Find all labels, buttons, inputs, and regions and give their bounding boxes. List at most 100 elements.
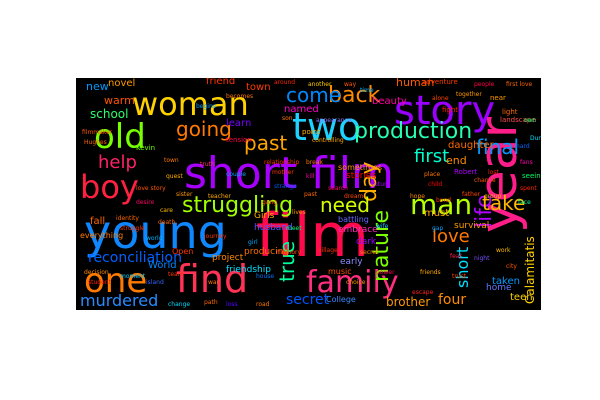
cloud-word: change [168, 301, 190, 308]
cloud-word: mother [272, 169, 294, 176]
cloud-word: boy [80, 168, 139, 206]
cloud-word: World [148, 260, 177, 271]
cloud-word: strange [274, 183, 297, 190]
cloud-word: appearance [316, 117, 352, 124]
cloud-word: memory [276, 249, 302, 256]
cloud-word: seeing [522, 172, 541, 180]
cloud-word: school [90, 107, 128, 121]
cloud-word: daughter [448, 140, 495, 151]
cloud-word: embrace [338, 225, 378, 235]
cloud-word: town [246, 82, 271, 93]
cloud-word: team [168, 271, 184, 278]
cloud-word: come [286, 83, 341, 107]
cloud-word: friends [420, 269, 441, 276]
cloud-word: lives [292, 209, 306, 216]
cloud-word: end [446, 154, 467, 167]
cloud-word: producing [244, 247, 289, 257]
cloud-word: future [372, 181, 390, 188]
cloud-word: around [274, 79, 295, 86]
cloud-word: four [438, 292, 466, 308]
cloud-word: place [424, 171, 440, 178]
cloud-word: tension [226, 136, 252, 144]
word-cloud-panel: short film film young story two woman year find… [76, 78, 541, 310]
cloud-word: first [414, 146, 449, 167]
cloud-word: time [360, 87, 374, 94]
cloud-word: care [160, 207, 173, 214]
cloud-word: Kevin [136, 144, 155, 152]
cloud-word: father [462, 191, 481, 198]
cloud-word: named [284, 104, 319, 115]
cloud-word: true [275, 241, 299, 282]
cloud-word: Dune [530, 135, 541, 142]
cloud-word: film [256, 201, 369, 271]
cloud-word: identity [116, 215, 139, 222]
cloud-word: gap [432, 225, 443, 232]
cloud-word: controlling [312, 137, 344, 144]
cloud-word: old [94, 117, 146, 157]
cloud-word: death [158, 219, 176, 226]
cloud-word: find [176, 257, 248, 301]
cloud-word: girl [248, 239, 258, 246]
cloud-word: woman [132, 85, 249, 123]
cloud-word: Open [172, 247, 193, 256]
cloud-word: taken [492, 276, 520, 287]
cloud-word: secret [360, 249, 379, 256]
cloud-word: relationship [264, 159, 299, 166]
cloud-word: fight [442, 106, 458, 114]
cloud-word: teacher [208, 193, 232, 200]
cloud-word: short film [184, 148, 394, 199]
cloud-word: help [98, 152, 137, 173]
cloud-word: fall [90, 216, 105, 227]
cloud-word: new [86, 80, 109, 93]
cloud-word: face [518, 199, 531, 206]
cloud-word: husband [254, 223, 293, 233]
cloud-word: chance [474, 177, 496, 184]
cloud-word: human [396, 78, 434, 89]
cloud-word: student [88, 279, 112, 286]
cloud-word: warm [104, 94, 135, 107]
cloud-word: landscape [500, 116, 536, 124]
cloud-word: final [476, 135, 519, 159]
cloud-word: quest [166, 173, 183, 180]
cloud-word: own [524, 117, 537, 124]
cloud-word: begins [196, 103, 216, 110]
cloud-word: struggling [182, 193, 293, 218]
cloud-word: one [84, 261, 147, 301]
cloud-word: child [428, 181, 442, 188]
cloud-word: loss [226, 301, 238, 308]
cloud-word: moment [120, 273, 146, 280]
cloud-word: friendship [226, 265, 271, 275]
cloud-word: going [176, 117, 232, 141]
cloud-word: another [308, 81, 332, 88]
cloud-word: novel [108, 78, 135, 89]
cloud-word: sometimes [338, 163, 382, 172]
cloud-word: learn [226, 118, 251, 129]
cloud-word: town [164, 157, 179, 164]
cloud-word: lost [488, 169, 499, 176]
cloud-word: break [306, 159, 324, 166]
cloud-word: love [432, 226, 470, 247]
cloud-word: alone [432, 95, 449, 102]
cloud-word: truth [200, 161, 215, 168]
cloud-word: hope [410, 193, 425, 200]
cloud-word: dark [356, 237, 377, 247]
cloud-word: together [456, 91, 482, 98]
cloud-word: near [490, 94, 506, 102]
cloud-word: becomes [226, 93, 253, 100]
cloud-word: production [354, 119, 472, 144]
cloud-word: filmmaker [82, 129, 113, 136]
cloud-word: friend [206, 78, 235, 87]
cloud-word: music [328, 267, 352, 276]
cloud-word: reconciliation [88, 250, 182, 266]
cloud-word: murdered [80, 291, 158, 310]
cloud-word: early [340, 257, 363, 267]
cloud-word: light [502, 108, 518, 116]
cloud-word: desire [136, 199, 155, 206]
cloud-word: city [506, 263, 517, 270]
cloud-word: young [84, 205, 227, 259]
cloud-word: escape [412, 289, 434, 296]
cloud-word: point [302, 128, 320, 136]
cloud-word: wife [376, 223, 389, 230]
cloud-word: hard [516, 143, 530, 150]
cloud-word: island [146, 279, 164, 286]
